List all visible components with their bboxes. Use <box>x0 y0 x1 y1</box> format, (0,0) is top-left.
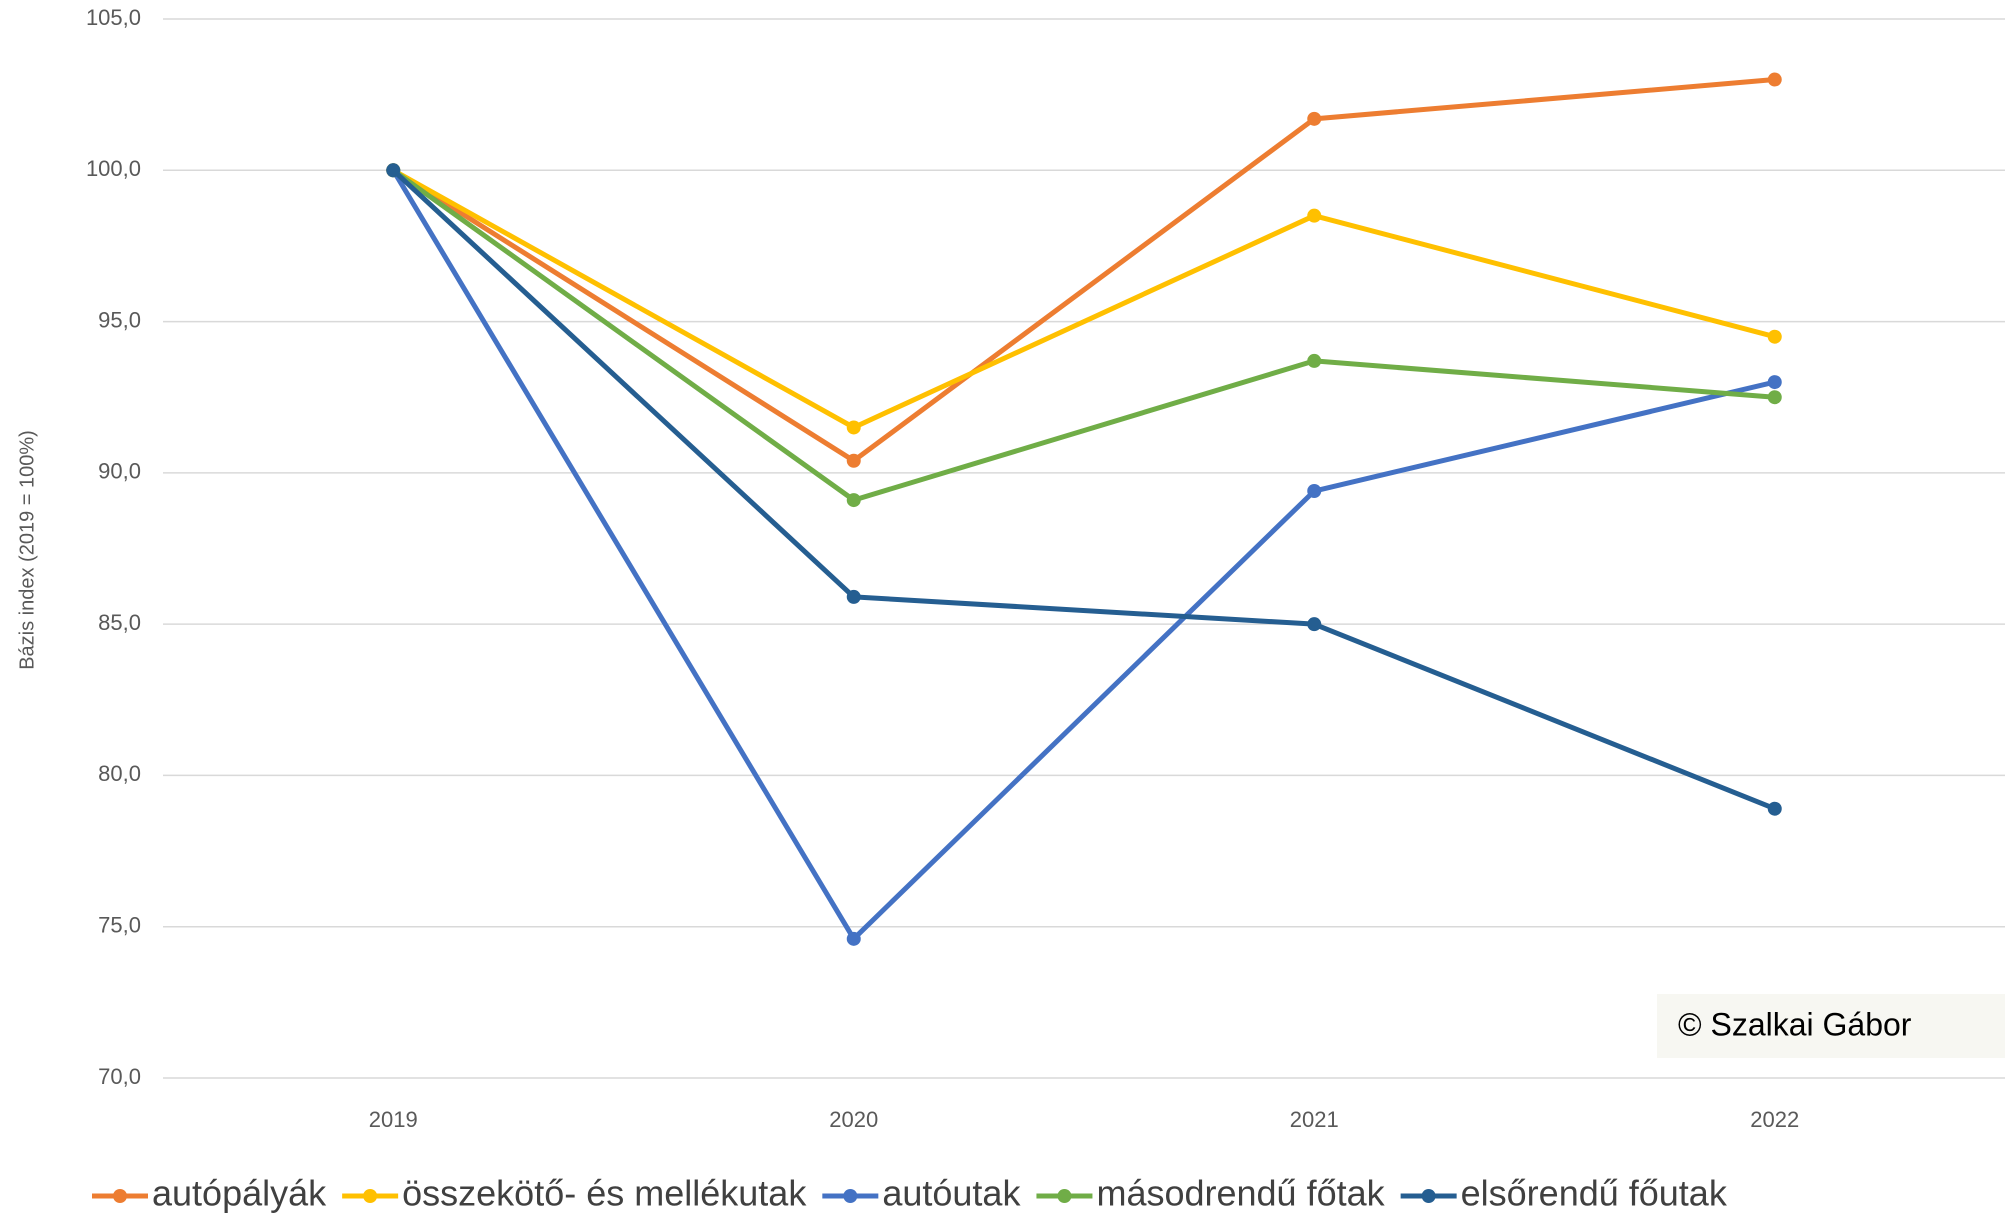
data-point <box>1307 617 1322 632</box>
series-line <box>391 77 1775 464</box>
y-tick-label: 85,0 <box>98 610 141 635</box>
y-tick-label: 75,0 <box>98 913 141 938</box>
y-tick-label: 70,0 <box>98 1064 141 1089</box>
data-point <box>846 420 861 435</box>
legend-marker <box>1421 1189 1436 1203</box>
data-point <box>846 493 861 508</box>
data-point <box>846 931 861 946</box>
y-tick-label: 105,0 <box>86 5 141 30</box>
y-tick-label: 100,0 <box>86 156 141 181</box>
data-point <box>1307 484 1322 499</box>
data-point <box>1767 390 1782 405</box>
legend-marker <box>1057 1189 1072 1203</box>
series-line <box>391 168 1776 812</box>
data-point <box>1767 375 1782 390</box>
legend-label: másodrendű főtak <box>1096 1173 1385 1214</box>
series-line <box>392 168 1776 430</box>
y-axis-label: Bázis index (2019 = 100%) <box>16 430 38 670</box>
legend-marker <box>113 1189 127 1203</box>
data-point <box>1767 72 1782 87</box>
series-line <box>391 169 1776 942</box>
annotation-box <box>1657 994 2005 1058</box>
legend-label: autópályák <box>152 1173 327 1214</box>
y-tick-label: 95,0 <box>98 307 141 332</box>
legend-label: összekötő- és mellékutak <box>402 1173 807 1214</box>
data-point <box>846 453 861 468</box>
legend-marker <box>843 1189 858 1203</box>
y-tick-label: 90,0 <box>98 459 141 484</box>
x-tick-label: 2019 <box>369 1107 418 1132</box>
data-point <box>1307 208 1322 223</box>
legend-label: autóutak <box>882 1173 1021 1214</box>
x-tick-label: 2021 <box>1290 1107 1339 1132</box>
data-point <box>1767 329 1782 344</box>
data-point <box>1767 801 1782 816</box>
annotation: © Szalkai Gábor <box>1678 1006 1912 1042</box>
legend-label: elsőrendű főutak <box>1461 1173 1728 1214</box>
data-point <box>846 589 861 604</box>
data-point <box>1307 111 1322 126</box>
data-point <box>1307 353 1322 368</box>
x-tick-label: 2022 <box>1750 1107 1799 1132</box>
data-point <box>386 163 401 178</box>
legend-marker <box>363 1189 378 1203</box>
x-tick-label: 2020 <box>829 1107 878 1132</box>
series-line <box>391 168 1775 503</box>
y-tick-label: 80,0 <box>98 761 141 786</box>
